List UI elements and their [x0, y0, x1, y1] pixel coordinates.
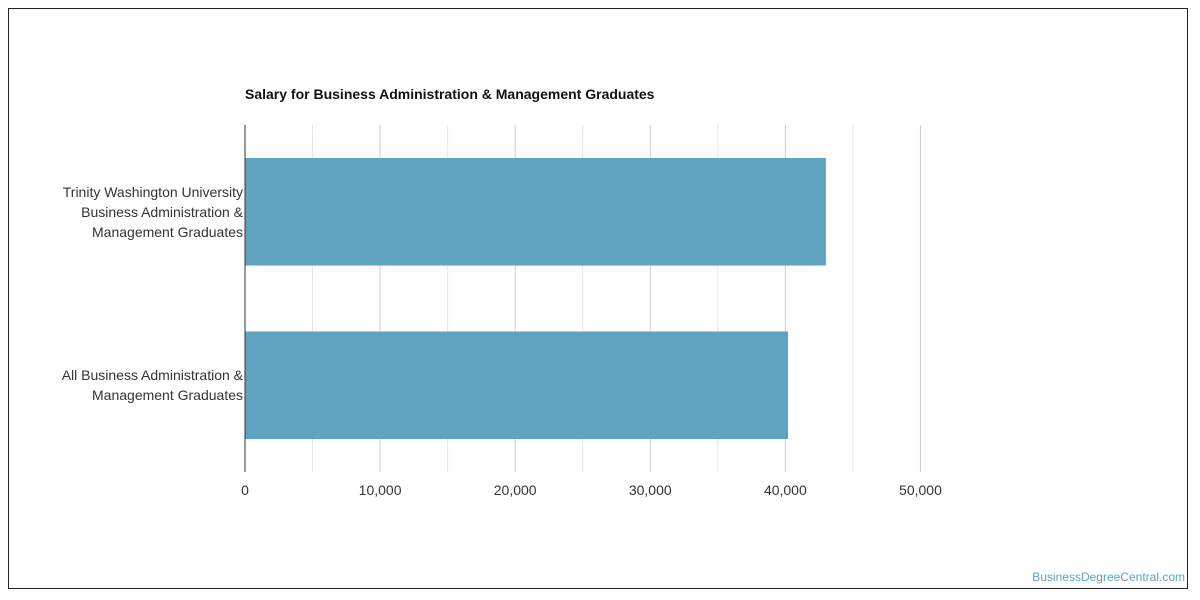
- category-label-line: Management Graduates: [92, 387, 243, 404]
- category-label-line: Business Administration &: [81, 203, 243, 220]
- chart-frame: [8, 8, 1188, 589]
- watermark: BusinessDegreeCentral.com: [1032, 570, 1185, 584]
- x-axis-ticks: 0 10,000 20,000 30,000 40,000 50,000: [241, 482, 942, 498]
- x-tick-label: 20,000: [494, 482, 537, 498]
- category-label-line: All Business Administration &: [61, 367, 243, 384]
- chart-title: Salary for Business Administration & Man…: [245, 86, 655, 102]
- category-label: Trinity Washington University Business Ad…: [3, 182, 243, 242]
- category-label: All Business Administration & Management …: [3, 365, 243, 405]
- bar: [245, 331, 789, 440]
- category-label-line: Trinity Washington University: [62, 183, 243, 200]
- x-tick-label: 10,000: [359, 482, 402, 498]
- bar: [245, 157, 826, 266]
- bars: [245, 157, 826, 440]
- x-tick-label: 30,000: [629, 482, 672, 498]
- x-tick-label: 50,000: [899, 482, 942, 498]
- category-label-line: Management Graduates: [92, 223, 243, 240]
- x-tick-label: 0: [241, 482, 249, 498]
- x-tick-label: 40,000: [764, 482, 807, 498]
